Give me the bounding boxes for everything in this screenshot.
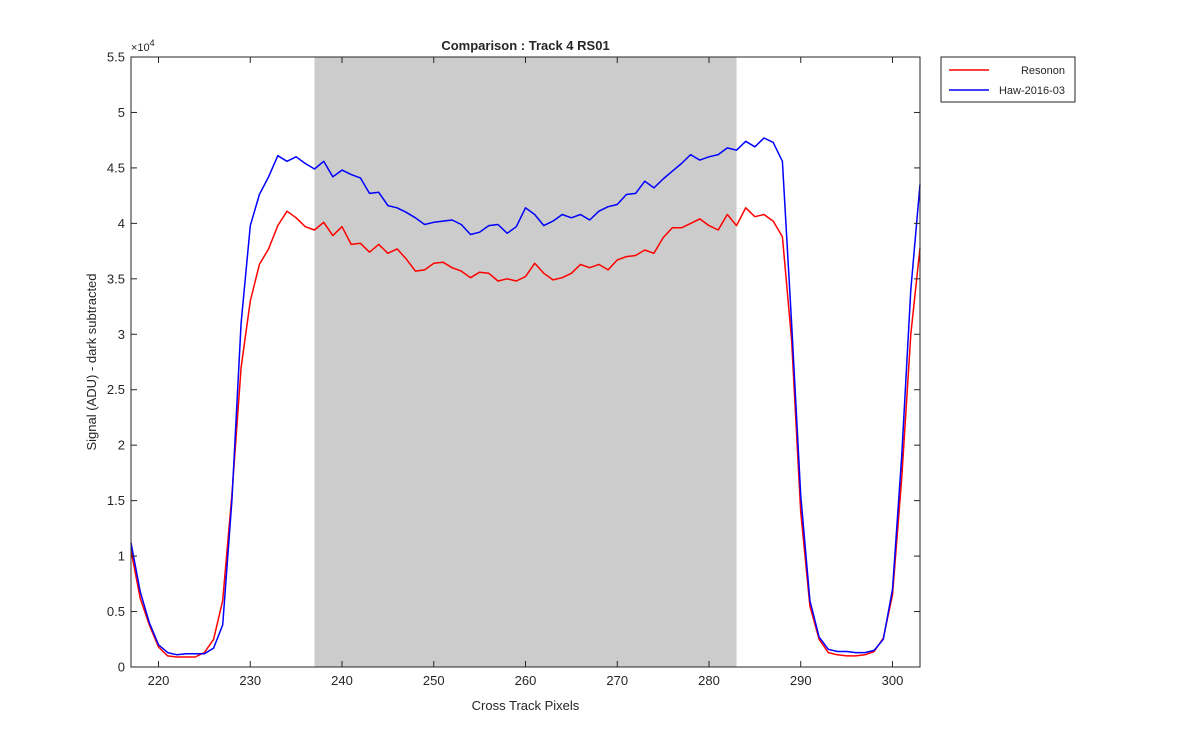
y-axis-exponent-power: 4 xyxy=(150,38,155,48)
series-line-0 xyxy=(130,207,921,658)
x-tick-label: 280 xyxy=(698,673,720,688)
y-tick-label: 5 xyxy=(118,105,125,120)
y-tick-label: 0 xyxy=(118,660,125,675)
x-tick-label: 230 xyxy=(239,673,261,688)
y-tick-label: 3.5 xyxy=(107,271,125,286)
x-axis-label: Cross Track Pixels xyxy=(472,698,580,713)
legend-label-1: Haw-2016-03 xyxy=(999,85,1065,97)
y-tick-label: 2.5 xyxy=(107,382,125,397)
x-tick-label: 270 xyxy=(606,673,628,688)
shaded-region xyxy=(314,57,737,667)
y-tick-label: 2 xyxy=(118,438,125,453)
x-tick-label: 240 xyxy=(331,673,353,688)
y-tick-label: 0.5 xyxy=(107,604,125,619)
y-tick-label: 4 xyxy=(118,216,125,231)
x-tick-label: 290 xyxy=(790,673,812,688)
y-axis-exponent: ×104 xyxy=(131,38,155,54)
legend-items: Resonon Haw-2016-03 xyxy=(949,65,1065,97)
legend: Resonon Haw-2016-03 xyxy=(940,56,1076,103)
legend-label-0: Resonon xyxy=(1021,65,1065,77)
series-layer xyxy=(130,137,921,658)
y-axis-exponent-base: ×10 xyxy=(131,42,150,54)
ticks-layer: 220 230 240 250 260 270 280 290 300 0 0.5 1 1.5 2 2.5 3… xyxy=(107,50,920,688)
y-tick-label: 4.5 xyxy=(107,160,125,175)
y-tick-label: 1 xyxy=(118,549,125,564)
x-tick-label: 300 xyxy=(882,673,904,688)
y-tick-label: 1.5 xyxy=(107,493,125,508)
y-axis-label: Signal (ADU) - dark subtracted xyxy=(84,273,99,450)
y-tick-label: 3 xyxy=(118,327,125,342)
series-line-1 xyxy=(130,137,921,656)
x-tick-label: 250 xyxy=(423,673,445,688)
x-tick-label: 220 xyxy=(148,673,170,688)
chart-title: Comparison : Track 4 RS01 xyxy=(441,38,609,53)
legend-box xyxy=(940,56,1076,103)
plot-area: 220 230 240 250 260 270 280 290 300 0 0.5 1 1.5 2 2.5 3… xyxy=(107,50,921,688)
y-tick-label: 5.5 xyxy=(107,50,125,65)
x-tick-label: 260 xyxy=(515,673,537,688)
